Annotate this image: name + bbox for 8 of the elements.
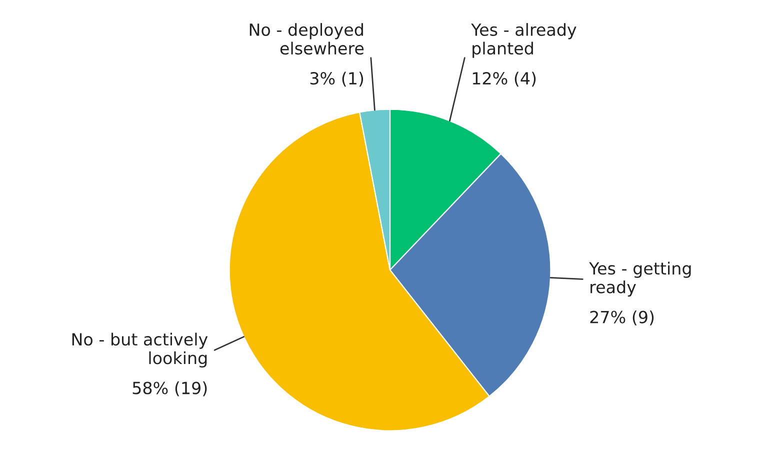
data-label: 58% (19): [132, 381, 207, 396]
data-label: 12% (4): [472, 72, 536, 87]
slice-label: Yes - getting ready: [589, 262, 691, 297]
slice-label: No - but actively looking: [72, 332, 208, 368]
data-label: 3% (1): [310, 72, 364, 87]
slice-label: Yes - already planted: [471, 23, 576, 58]
slice-label: No - deployed elsewhere: [250, 23, 364, 55]
data-label: 27% (9): [590, 310, 654, 326]
